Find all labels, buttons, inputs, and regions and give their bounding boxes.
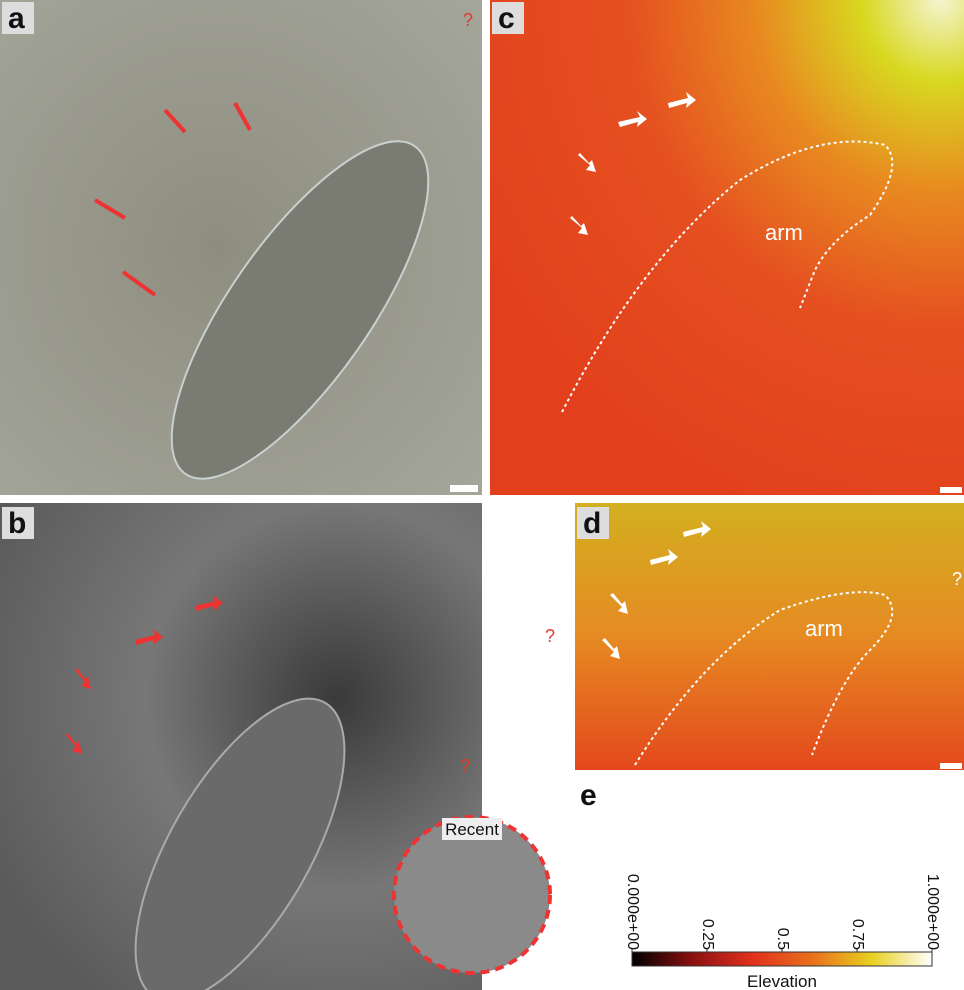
panel-label: a <box>8 2 25 35</box>
colorbar <box>631 951 933 967</box>
scale-bar <box>940 763 962 769</box>
arm-outline <box>634 591 894 766</box>
inset-label-box <box>442 818 502 840</box>
recent-inset <box>392 815 552 975</box>
panel-label: e <box>580 779 597 812</box>
arm-outline <box>561 140 894 413</box>
label-box <box>2 2 34 34</box>
arm-label: arm <box>805 616 843 641</box>
question-mark: ? <box>545 626 555 646</box>
fossil-wing <box>170 140 430 480</box>
label-box <box>2 507 34 539</box>
colorbar-tick-label: 0.5 <box>774 928 791 950</box>
arrows-c <box>570 92 696 235</box>
arm-label: arm <box>765 220 803 245</box>
question-mark: ? <box>952 569 962 589</box>
elevation-map-d <box>575 503 964 770</box>
panel-label: b <box>8 507 26 540</box>
label-box <box>492 2 524 34</box>
colorbar-tick-label: 0.000e+00 <box>624 874 641 950</box>
label-box <box>577 507 609 539</box>
fossil-wing <box>134 697 346 990</box>
scale-bar <box>450 485 478 492</box>
arrows-a <box>93 102 252 297</box>
colorbar-tick-label: 1.000e+00 <box>924 874 941 950</box>
arrows-d <box>602 521 711 659</box>
colorbar-label: Elevation <box>747 972 817 990</box>
arrows-b <box>66 595 223 754</box>
panel-label: c <box>498 2 515 35</box>
scale-bar <box>940 487 962 493</box>
panel-label: d <box>583 507 601 540</box>
elevation-map-c <box>490 0 964 495</box>
question-mark: ? <box>463 10 473 30</box>
colorbar-tick-label: 0.75 <box>849 919 866 950</box>
inset-label: Recent <box>445 820 499 839</box>
colorbar-tick-label: 0.25 <box>699 919 716 950</box>
question-mark: ? <box>460 756 470 776</box>
